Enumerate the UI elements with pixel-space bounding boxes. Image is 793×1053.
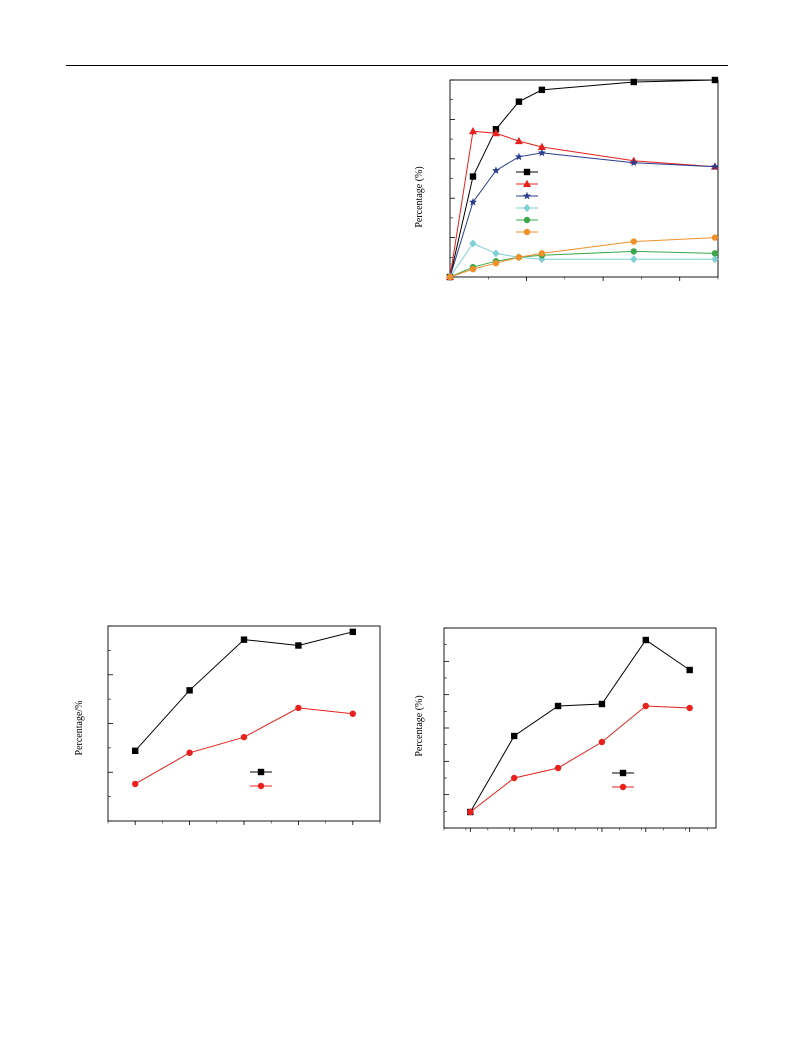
series-2-line — [469, 705, 690, 813]
series-2-point — [537, 142, 546, 150]
series-6-point — [538, 250, 546, 257]
series-1-point — [349, 628, 356, 636]
series-1-point — [515, 98, 523, 105]
figure-1-chart: Percentage (%) — [414, 76, 719, 281]
series-3-point — [468, 197, 477, 206]
series-2-point — [468, 127, 477, 135]
series-1-point — [510, 732, 518, 740]
series-4-point — [492, 249, 500, 258]
series-2-point — [554, 764, 562, 772]
series-1-line — [134, 631, 353, 752]
series-2-point — [240, 733, 248, 741]
series-1-point — [642, 636, 650, 644]
series-2-point — [186, 749, 193, 756]
figure-2-chart: Percentage/% — [74, 625, 381, 825]
series-1-point — [469, 173, 477, 180]
series-3-line — [449, 152, 715, 278]
legend-marker — [523, 179, 531, 187]
figure-2-plot — [107, 625, 381, 825]
series-1-point — [240, 636, 248, 643]
plot-frame — [443, 627, 717, 829]
legend-marker — [619, 783, 627, 791]
series-1-point — [554, 702, 562, 710]
figure-3-plot — [443, 627, 717, 832]
series-2-point — [295, 704, 302, 712]
series-2-line — [134, 707, 353, 785]
series-3-point — [629, 158, 638, 167]
legend-marker — [523, 228, 531, 236]
series-5-point — [711, 250, 719, 257]
series-1-line — [469, 639, 690, 813]
series-1-point — [295, 642, 302, 649]
series-5-line — [449, 250, 715, 278]
series-2-point — [491, 128, 500, 137]
series-4-point — [630, 255, 638, 264]
figure-3-ylabel: Percentage (%) — [414, 695, 425, 756]
series-5-point — [630, 248, 637, 255]
series-3-point — [710, 162, 719, 171]
series-3-point — [537, 148, 546, 157]
legend-marker — [257, 768, 265, 776]
series-2-point — [514, 136, 523, 145]
series-2-point — [510, 774, 518, 782]
series-1-point — [711, 76, 719, 84]
series-1-point — [132, 747, 139, 754]
series-2-point — [467, 808, 474, 816]
series-1-point — [630, 78, 637, 86]
legend-marker — [523, 191, 531, 200]
series-2-point — [349, 710, 356, 717]
header-rule — [66, 65, 728, 66]
series-2-point — [642, 702, 650, 710]
series-1-point — [686, 666, 693, 674]
series-3-point — [514, 152, 523, 161]
series-6-point — [469, 265, 477, 273]
series-3-point — [491, 166, 500, 175]
plot-frame — [107, 625, 381, 822]
series-2-line — [449, 130, 715, 278]
figure-3-chart: Percentage (%) — [414, 627, 717, 832]
series-4-point — [469, 239, 477, 248]
figure-2-ylabel: Percentage/% — [74, 701, 85, 756]
series-2-point — [686, 704, 693, 712]
series-6-point — [515, 254, 523, 261]
legend-marker — [523, 204, 531, 212]
series-6-point — [711, 234, 719, 241]
figure-1-ylabel: Percentage (%) — [414, 166, 425, 227]
legend-marker — [523, 168, 531, 176]
series-2-point — [132, 780, 139, 788]
series-6-point — [492, 260, 500, 267]
legend-marker — [257, 782, 265, 790]
figure-1-plot — [446, 76, 719, 281]
series-6-point — [630, 238, 637, 245]
series-2-point — [598, 738, 606, 746]
series-1-point — [186, 687, 193, 694]
series-1-point — [598, 700, 606, 708]
legend-marker — [619, 769, 627, 777]
series-6-point — [446, 273, 454, 281]
series-4-point — [711, 255, 719, 264]
series-1-point — [538, 86, 546, 94]
series-6-line — [449, 237, 715, 278]
legend-marker — [523, 216, 531, 224]
